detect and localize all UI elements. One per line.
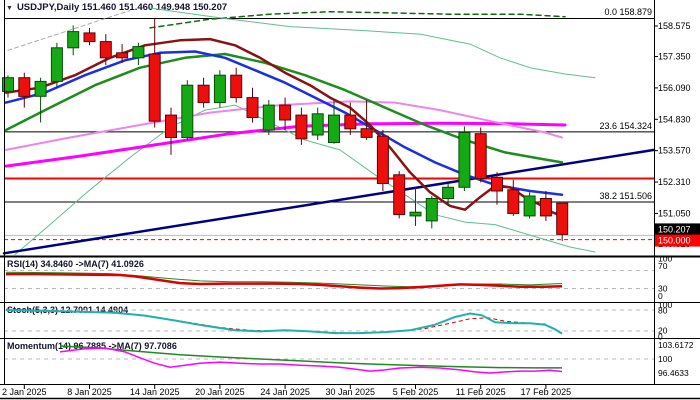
momentum-line (59, 347, 563, 374)
candle (116, 44, 129, 63)
candle (132, 42, 145, 66)
current-price-tag (655, 223, 700, 236)
candle (442, 183, 455, 206)
date-axis-label: 2 Jan 2025 (2, 387, 47, 397)
chart-title: ▼ USDJPY,Daily 151.460 151.460 149.948 15… (6, 2, 227, 13)
indicator-axis-label: 30 (658, 284, 668, 294)
trendline-navy (2, 148, 656, 255)
momentum-pane-label: Momentum(14) 96.7885 ->MA(7) 97.7086 (7, 341, 177, 351)
price-axis-label: 149.825 (658, 239, 691, 249)
indicator-axis-label: 103.6172 (658, 340, 694, 350)
date-axis-label: 8 Jan 2025 (67, 387, 112, 397)
candle (507, 179, 520, 216)
indicator-axis-label: 70 (658, 261, 668, 271)
candle (83, 27, 96, 46)
ma-blue (4, 50, 564, 196)
price-axis-label: 156.090 (658, 83, 691, 93)
price-axis-label: 153.570 (658, 146, 691, 156)
candle (409, 187, 422, 226)
indicator-axis-label: 0 (658, 331, 663, 341)
candle (34, 77, 47, 123)
current-price-tag-value: 150.207 (658, 224, 691, 234)
date-axis-label: 17 Feb 2025 (521, 387, 572, 397)
trendline-gray-dashed (7, 10, 131, 51)
collapse-chart-icon[interactable]: ▼ (6, 5, 13, 12)
indicator-axis-label: 100 (658, 354, 672, 364)
ma-magenta-200 (4, 121, 567, 168)
candle (344, 102, 357, 135)
ma-maroon (4, 37, 564, 218)
price-axis-label: 152.310 (658, 177, 691, 187)
candle (181, 80, 194, 140)
candle (279, 97, 292, 130)
date-axis-label: 14 Jan 2025 (130, 387, 180, 397)
symbol-ohlc-title: USDJPY,Daily 151.460 151.460 149.948 150… (16, 2, 228, 13)
indicator-axis-label: 100 (658, 253, 672, 263)
envelope-green-dashed (149, 10, 566, 29)
candle (474, 127, 487, 183)
fib-label-0: 0.0 158.879 (604, 7, 652, 17)
fib-label-23-6: 23.6 154.324 (599, 121, 652, 131)
date-axis-label: 5 Feb 2025 (393, 387, 439, 397)
rsi-ma-line (5, 271, 563, 288)
candle (165, 107, 177, 155)
candle (99, 34, 112, 66)
price-axis-label: 151.050 (658, 208, 691, 218)
candle (539, 191, 552, 221)
candle (262, 100, 275, 135)
candle (18, 72, 31, 108)
candle (50, 42, 63, 88)
rsi-pane-label: RSI(14) 34.8460 ->MA(7) 41.0926 (7, 259, 144, 269)
candle (2, 75, 14, 98)
candle (491, 172, 503, 205)
price-axis-label: 158.575 (658, 21, 691, 31)
indicator-axis-label: 80 (658, 306, 668, 316)
candle (360, 100, 373, 140)
candle (197, 77, 210, 108)
envelope-teal-lower (14, 104, 596, 255)
candles-layer (2, 18, 569, 241)
candle (230, 67, 243, 103)
date-axis-label: 20 Jan 2025 (195, 387, 245, 397)
indicator-axis-label: 96.4633 (658, 368, 689, 378)
level-price-tag-value: 150.000 (658, 236, 691, 246)
candle (458, 126, 471, 191)
stoch-pane-label: Stoch(5,3,3) 12.7091 14.4904 (7, 305, 129, 315)
date-axis-label: 11 Feb 2025 (456, 387, 506, 397)
fib-label-38-2: 38.2 151.506 (599, 191, 652, 201)
candle (328, 100, 340, 144)
ma-green (4, 52, 564, 164)
price-axis-label: 157.350 (658, 52, 691, 62)
indicator-axis-label: 20 (658, 325, 668, 335)
candle (246, 87, 259, 123)
level-price-tag (655, 234, 700, 247)
candle (311, 107, 324, 140)
candle (523, 192, 536, 219)
date-axis-label: 30 Jan 2025 (326, 387, 376, 397)
candle (148, 18, 161, 128)
rsi-line (6, 272, 563, 290)
candle (376, 130, 389, 191)
candle (425, 196, 438, 229)
price-axis-label: 154.830 (658, 114, 691, 124)
candle (556, 202, 569, 241)
candle (393, 171, 406, 219)
candle (295, 107, 308, 145)
candle (213, 70, 226, 108)
indicator-axis-label: 0 (658, 291, 663, 301)
ma-plum (5, 100, 563, 151)
candle (67, 25, 80, 56)
indicator-axis-label: 100 (658, 300, 672, 310)
envelope-teal-upper (149, 7, 596, 79)
date-axis-label: 24 Jan 2025 (260, 387, 310, 397)
